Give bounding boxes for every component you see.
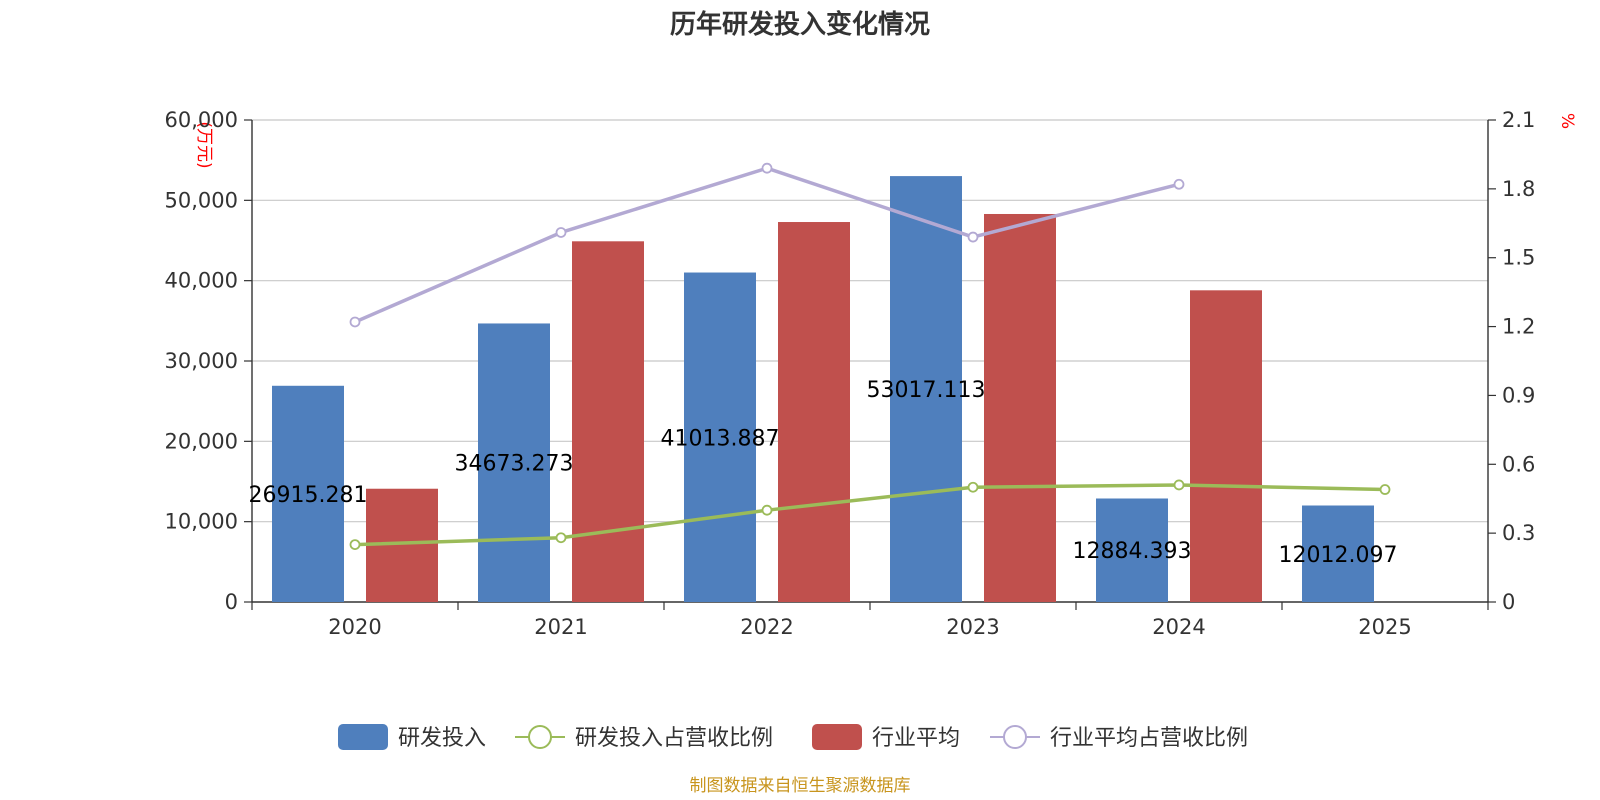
x-tick-label: 2023 (946, 615, 999, 639)
data-label: 53017.113 (867, 378, 986, 403)
data-label: 34673.273 (455, 452, 574, 477)
gridlines (252, 119, 1488, 523)
line-point (349, 316, 361, 328)
legend-swatch-marker (528, 725, 552, 749)
bar-rd-investment (272, 385, 344, 602)
right-tick-label: 1.5 (1502, 246, 1535, 270)
data-labels: 26915.281 34673.273 41013.887 53017.113 1288… (249, 378, 1398, 568)
left-tick-label: 30,000 (165, 349, 238, 373)
line-point (1173, 178, 1185, 190)
x-tick-label: 2021 (534, 615, 587, 639)
line-point (1379, 484, 1391, 495)
x-tick-label: 2024 (1152, 615, 1205, 639)
legend-swatch-marker (1003, 725, 1027, 749)
data-label: 41013.887 (661, 426, 780, 451)
bar-rd-investment (1096, 498, 1168, 602)
legend-swatch-bar (338, 724, 388, 750)
source-note: 制图数据来自恒生聚源数据库 (690, 776, 911, 796)
right-tick-label: 1.2 (1502, 315, 1535, 339)
right-tick-label: 2.1 (1502, 108, 1535, 132)
line-point (761, 504, 773, 516)
right-axis-unit: % (1557, 113, 1577, 129)
line-point (761, 162, 773, 174)
line-point (555, 227, 567, 238)
chart-title: 历年研发投入变化情况 (670, 9, 930, 40)
series-line (354, 483, 1386, 547)
bar-industry-average (778, 222, 850, 603)
legend-label: 行业平均占营收比例 (1050, 726, 1248, 751)
left-axis-unit: (万元) (194, 121, 214, 168)
line-point (967, 481, 979, 493)
x-tick-label: 2020 (328, 615, 381, 639)
data-label: 12012.097 (1279, 543, 1398, 568)
bar-rd-investment (1302, 505, 1374, 602)
line-point (349, 539, 361, 551)
left-tick-label: 20,000 (165, 429, 238, 453)
right-tick-label: 0 (1502, 590, 1515, 614)
axes: 0 10,000 20,000 30,000 40,000 50,000 60,000 0 0.… (165, 108, 1536, 639)
left-tick-label: 40,000 (165, 269, 238, 293)
bar-rd-investment (478, 323, 550, 602)
legend-label: 研发投入 (398, 726, 486, 751)
data-label: 26915.281 (249, 483, 368, 508)
left-tick-label: 10,000 (165, 510, 238, 534)
bars (272, 176, 1374, 603)
bar-industry-average (984, 213, 1056, 603)
bar-rd-investment (684, 272, 756, 602)
right-tick-label: 0.3 (1502, 521, 1535, 545)
legend-label: 行业平均 (872, 726, 960, 751)
right-tick-label: 0.6 (1502, 452, 1535, 476)
legend-label: 研发投入占营收比例 (575, 726, 773, 751)
legend: 研发投入 研发投入占营收比例 行业平均 行业平均占营收比例 (338, 724, 1248, 751)
right-tick-label: 0.9 (1502, 383, 1535, 407)
left-tick-label: 50,000 (165, 188, 238, 212)
bar-industry-average (1190, 290, 1262, 602)
left-tick-label: 60,000 (165, 108, 238, 132)
x-tick-label: 2025 (1358, 615, 1411, 639)
series-lines (349, 162, 1391, 551)
right-tick-label: 1.8 (1502, 177, 1535, 201)
bar-industry-average (572, 241, 644, 602)
legend-swatch-bar (812, 724, 862, 750)
line-point (555, 532, 567, 544)
data-label: 12884.393 (1073, 539, 1192, 564)
left-tick-label: 0 (225, 590, 238, 614)
bar-rd-investment (890, 176, 962, 602)
x-tick-label: 2022 (740, 615, 793, 639)
line-point (967, 231, 979, 243)
line-point (1173, 479, 1185, 491)
